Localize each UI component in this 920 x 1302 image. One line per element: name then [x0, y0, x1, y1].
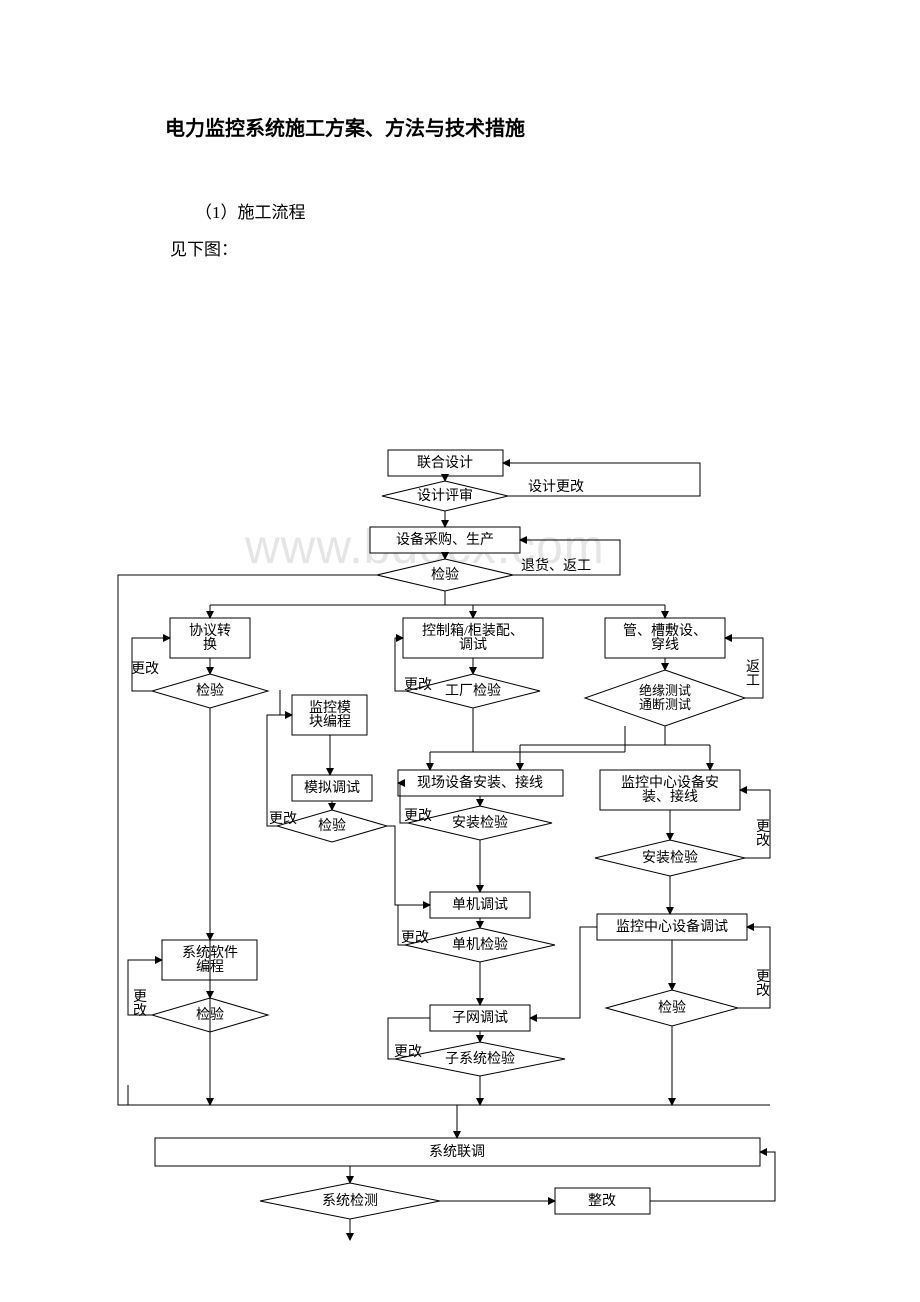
- svg-text:绝缘测试通断测试: 绝缘测试通断测试: [639, 683, 691, 712]
- svg-text:退货、返工: 退货、返工: [521, 557, 591, 574]
- svg-text:设计评审: 设计评审: [417, 488, 473, 504]
- svg-text:更改: 更改: [404, 808, 432, 824]
- svg-text:检验: 检验: [318, 818, 346, 834]
- svg-text:单机检验: 单机检验: [452, 937, 508, 953]
- flowchart: 联合设计 设计评审 设备采购、生产 检验 协议转换 检验 监控模块编程 模拟调试…: [0, 0, 920, 1302]
- svg-text:现场设备安装、接线: 现场设备安装、接线: [417, 774, 543, 791]
- svg-text:更改: 更改: [394, 1044, 422, 1060]
- svg-text:整改: 整改: [588, 1193, 616, 1209]
- svg-text:系统联调: 系统联调: [429, 1144, 485, 1160]
- svg-text:单机调试: 单机调试: [452, 897, 508, 913]
- svg-text:更改: 更改: [756, 820, 770, 849]
- svg-text:更改: 更改: [756, 970, 770, 999]
- svg-text:检验: 检验: [431, 567, 459, 583]
- svg-text:联合设计: 联合设计: [417, 455, 473, 471]
- svg-text:更改: 更改: [401, 930, 429, 946]
- svg-text:模拟调试: 模拟调试: [304, 780, 360, 796]
- svg-text:监控中心设备调试: 监控中心设备调试: [616, 918, 728, 935]
- svg-text:子系统检验: 子系统检验: [445, 1051, 515, 1067]
- svg-text:工厂检验: 工厂检验: [445, 683, 501, 699]
- svg-text:更改: 更改: [131, 661, 159, 677]
- svg-text:系统检测: 系统检测: [322, 1193, 378, 1209]
- svg-text:子网调试: 子网调试: [452, 1010, 508, 1026]
- svg-text:更改: 更改: [404, 677, 432, 693]
- svg-text:设计更改: 设计更改: [528, 479, 584, 495]
- svg-text:监控模块编程: 监控模块编程: [309, 700, 351, 730]
- svg-text:安装检验: 安装检验: [452, 815, 508, 831]
- svg-text:更改: 更改: [133, 990, 147, 1019]
- svg-text:更改: 更改: [269, 811, 297, 827]
- svg-text:检验: 检验: [196, 683, 224, 699]
- svg-text:安装检验: 安装检验: [642, 850, 698, 866]
- svg-text:设备采购、生产: 设备采购、生产: [396, 531, 494, 548]
- svg-text:返工: 返工: [746, 659, 760, 689]
- svg-text:检验: 检验: [658, 1000, 686, 1016]
